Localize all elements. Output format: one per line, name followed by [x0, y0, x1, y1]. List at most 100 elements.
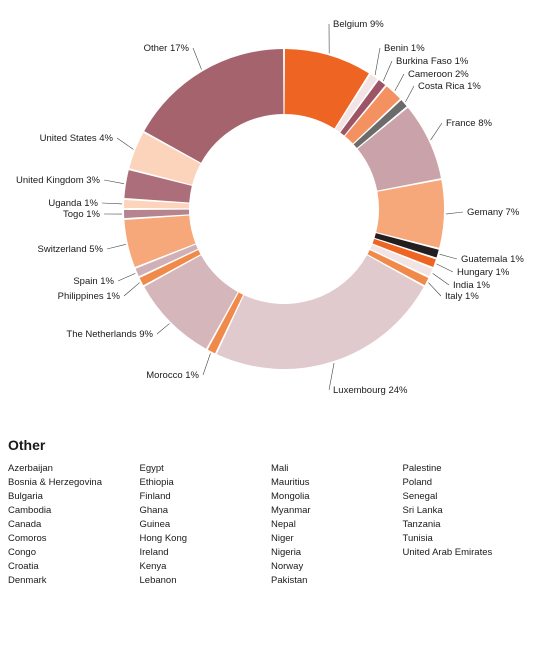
leader-line-guatemala — [439, 253, 458, 260]
leader-line-cameroon — [394, 73, 405, 92]
slice-uganda — [124, 199, 190, 209]
other-country-item: Hong Kong — [139, 533, 188, 544]
other-country-item: Nepal — [271, 519, 296, 530]
other-country-item: Mali — [271, 463, 289, 474]
slice-costa-rica — [353, 100, 407, 149]
slice-label-luxembourg: Luxembourg 24% — [333, 385, 408, 396]
other-country-item: Tunisia — [402, 533, 433, 544]
slice-france — [357, 107, 441, 191]
other-country-item: Bulgaria — [8, 491, 43, 502]
slice-label-cameroon: Cameroon 2% — [408, 69, 469, 80]
leader-line-switzerland — [106, 244, 126, 250]
other-country-item: Kenya — [139, 561, 167, 572]
slice-gemany — [376, 179, 445, 248]
other-countries-list: Azerbaijan Bosnia & Herzegovina Bulgaria Ca… — [8, 462, 536, 588]
slice-cameroon — [344, 86, 400, 144]
other-country-item: Sri Lanka — [402, 505, 443, 516]
slice-burkina-faso — [340, 80, 386, 136]
slice-label-morocco: Morocco 1% — [146, 370, 199, 381]
other-country-item: Poland — [402, 477, 433, 488]
slice-label-benin: Benin 1% — [384, 43, 425, 54]
slice-label-gemany: Gemany 7% — [467, 207, 520, 218]
slice-other — [144, 49, 284, 163]
other-country-item: Mauritius — [271, 477, 310, 488]
leader-line-gemany — [445, 211, 464, 215]
slice-belgium — [284, 49, 369, 129]
slice-label-hungary: Hungary 1% — [457, 267, 510, 278]
other-country-item: Nigeria — [271, 547, 302, 558]
leader-line-morocco — [202, 353, 211, 376]
slice-label-togo: Togo 1% — [63, 209, 101, 220]
slice-united-kingdom — [124, 170, 192, 203]
slice-the-netherlands — [144, 255, 238, 349]
leader-line-costa-rica — [405, 85, 415, 103]
leader-line-luxembourg — [328, 363, 335, 391]
other-country-item: Guinea — [139, 519, 171, 530]
other-country-item: Ireland — [139, 547, 169, 558]
slice-united-states — [129, 132, 201, 185]
leader-line-uganda — [101, 202, 123, 205]
other-country-item: Finland — [139, 491, 171, 502]
leader-line-spain — [117, 273, 136, 282]
leader-line-india — [432, 273, 450, 286]
other-country-item: Congo — [8, 547, 36, 558]
slice-label-spain: Spain 1% — [73, 276, 114, 287]
other-country-item: Denmark — [8, 575, 47, 586]
slice-switzerland — [124, 215, 196, 268]
slice-label-switzerland: Switzerland 5% — [38, 244, 104, 255]
leader-line-burkina-faso — [383, 60, 393, 82]
leader-line-the-netherlands — [156, 323, 170, 335]
other-country-item: Norway — [271, 561, 304, 572]
slice-philippines — [139, 249, 201, 286]
other-column-1: Azerbaijan Bosnia & Herzegovina Bulgaria Ca… — [8, 462, 140, 588]
slice-india — [370, 244, 433, 277]
other-country-item: Senegal — [402, 491, 438, 502]
other-country-item: Niger — [271, 533, 294, 544]
other-country-item: Mongolia — [271, 491, 310, 502]
slice-spain — [135, 244, 198, 277]
leader-line-philippines — [123, 282, 140, 297]
slice-italy — [367, 249, 429, 286]
other-column-4: Palestine Poland Senegal Sri Lanka Tanzania T… — [403, 462, 535, 588]
donut-chart: Belgium 9% Benin 1% Burkina Faso 1% Cameroo… — [16, 19, 524, 396]
leader-line-united-states — [116, 137, 134, 150]
slice-luxembourg — [216, 255, 424, 369]
leader-line-benin — [374, 47, 381, 76]
other-country-item: Azerbaijan — [8, 463, 53, 474]
other-country-item: Ghana — [139, 505, 169, 516]
slice-morocco — [207, 292, 244, 354]
slice-label-uganda: Uganda 1% — [48, 198, 98, 209]
other-country-item: United Arab Emirates — [402, 547, 493, 558]
other-country-item: Lebanon — [139, 575, 177, 586]
other-country-item: Myanmar — [271, 505, 311, 516]
leader-line-united-kingdom — [103, 179, 125, 184]
slice-label-india: India 1% — [453, 280, 491, 291]
slice-label-philippines: Philippines 1% — [58, 291, 121, 302]
slice-benin — [335, 74, 378, 132]
other-column-2: Egypt Ethiopia Finland Ghana Guinea Hong Kong… — [140, 462, 272, 588]
slice-label-guatemala: Guatemala 1% — [461, 254, 524, 265]
other-country-item: Comoros — [8, 533, 47, 544]
slice-label-italy: Italy 1% — [445, 291, 479, 302]
slice-hungary — [372, 238, 436, 268]
leader-line-hungary — [436, 263, 454, 273]
other-country-item: Tanzania — [402, 519, 441, 530]
other-country-item: Canada — [8, 519, 42, 530]
slice-label-belgium: Belgium 9% — [333, 19, 384, 30]
other-country-item: Pakistan — [271, 575, 308, 586]
slice-label-united-kingdom: United Kingdom 3% — [16, 175, 101, 186]
leader-line-france — [430, 122, 443, 141]
other-section-title: Other — [8, 437, 46, 453]
other-country-item: Ethiopia — [139, 477, 174, 488]
leader-line-other — [192, 47, 202, 70]
slice-label-burkina-faso: Burkina Faso 1% — [396, 56, 469, 67]
slice-guatemala — [374, 233, 439, 258]
other-column-3: Mali Mauritius Mongolia Myanmar Nepal Niger Ni… — [271, 462, 403, 588]
slice-label-costa-rica: Costa Rica 1% — [418, 81, 481, 92]
other-country-item: Egypt — [139, 463, 164, 474]
slice-label-other: Other 17% — [144, 43, 190, 54]
slice-label-france: France 8% — [446, 118, 492, 129]
slice-togo — [124, 209, 190, 219]
leader-line-italy — [428, 282, 442, 297]
other-country-item: Cambodia — [8, 505, 52, 516]
